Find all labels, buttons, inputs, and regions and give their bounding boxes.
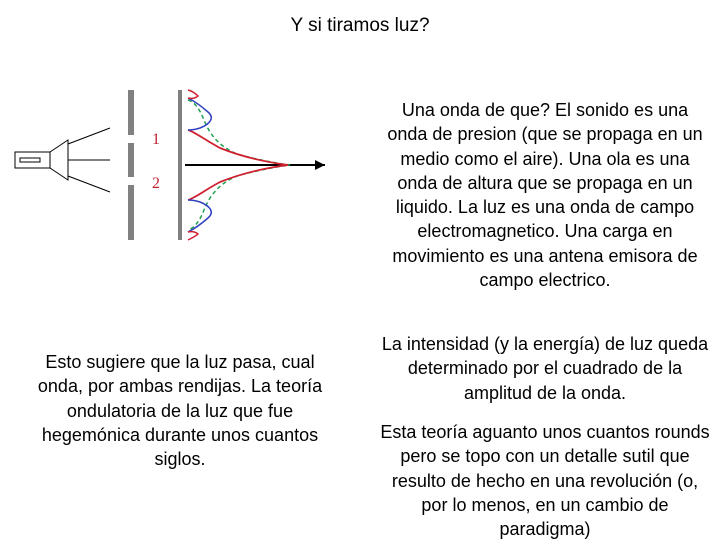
paragraph-definition: Una onda de que? El sonido es una onda d… [380,98,710,292]
paragraph-wave-theory: Esto sugiere que la luz pasa, cual onda,… [30,350,330,471]
slit-label-2: 2 [152,175,160,192]
page-title: Y si tiramos luz? [0,15,720,37]
slit-label-1: 1 [152,131,160,148]
double-slit-diagram: 1 2 [10,80,350,280]
paragraph-intensity: La intensidad (y la energía) de luz qued… [380,332,710,405]
paragraph-revolution: Esta teoría aguanto unos cuantos rounds … [380,420,710,541]
